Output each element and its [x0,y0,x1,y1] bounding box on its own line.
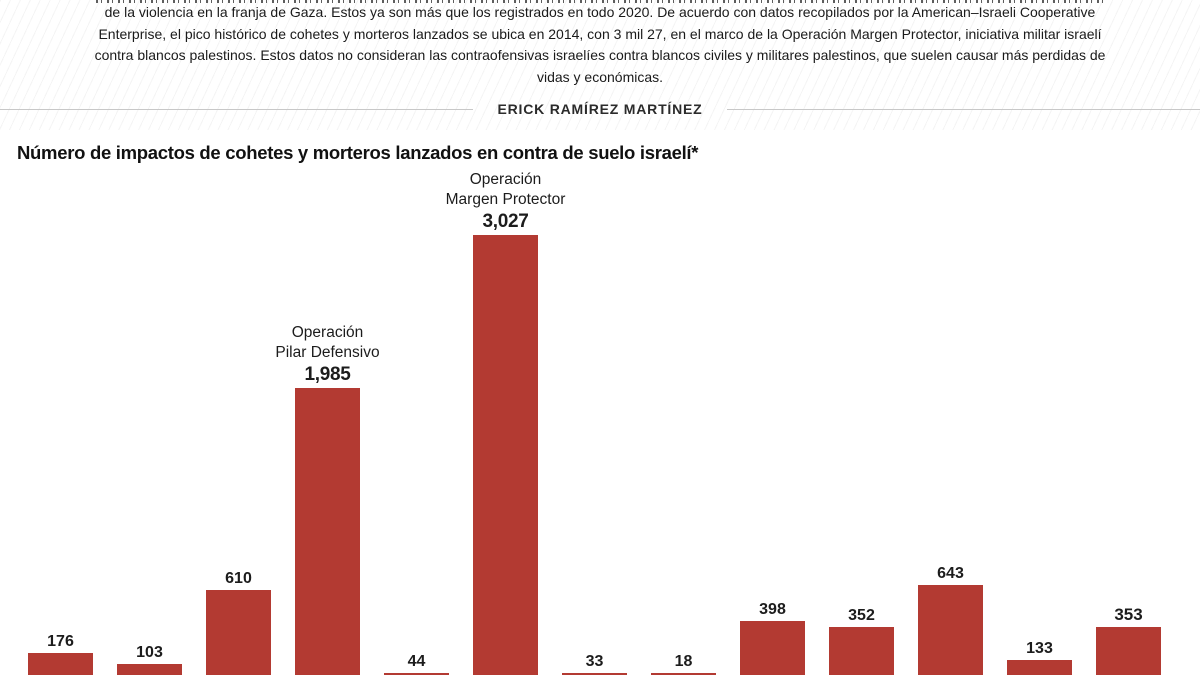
operation-annotation: Operación Pilar Defensivo [275,323,380,361]
byline-rule-left [0,108,474,110]
bar-value-label: 18 [674,653,693,670]
byline-rule-right [726,108,1200,110]
bar-value-label: 133 [1026,639,1053,657]
byline-row: ERICK RAMÍREZ MARTÍNEZ [0,101,1200,117]
bar-segment-0 [28,653,93,675]
bar-value-label: 103 [136,643,163,661]
bar-segment-11 [1007,659,1072,675]
bar-value-label: 44 [407,652,426,670]
bar-segment-4 [384,672,449,675]
operation-annotation: Operación Margen Protector [445,170,566,208]
bar-value-label: 3,027 [482,210,529,232]
bar-value-label: 610 [225,569,252,587]
bar-segment-10 [918,584,983,675]
bar-segment-7 [651,673,716,675]
byline: ERICK RAMÍREZ MARTÍNEZ [497,101,703,117]
bar-value-label: 353 [1114,605,1143,625]
clipped-text-line [96,0,1104,3]
bar-value-label: 33 [585,653,604,670]
bar-segment-1 [117,663,182,675]
intro-paragraph: de la violencia en la franja de Gaza. Es… [94,4,1106,85]
bar-segment-8 [740,620,805,675]
bar-segment-12 [1096,627,1161,675]
bar-value-label: 352 [848,607,875,625]
bar-value-label: 1,985 [304,363,351,385]
bar-segment-9 [829,627,894,675]
bar-segment-6 [562,673,627,675]
bar-value-label: 643 [937,564,964,582]
bar-segment-2 [206,589,271,675]
chart-title: Número de impactos de cohetes y morteros… [17,142,699,163]
bar-segment-5 [473,234,538,675]
bar-value-label: 398 [759,600,786,618]
bar-value-label: 176 [47,633,74,651]
bar-segment-3 [295,387,360,675]
